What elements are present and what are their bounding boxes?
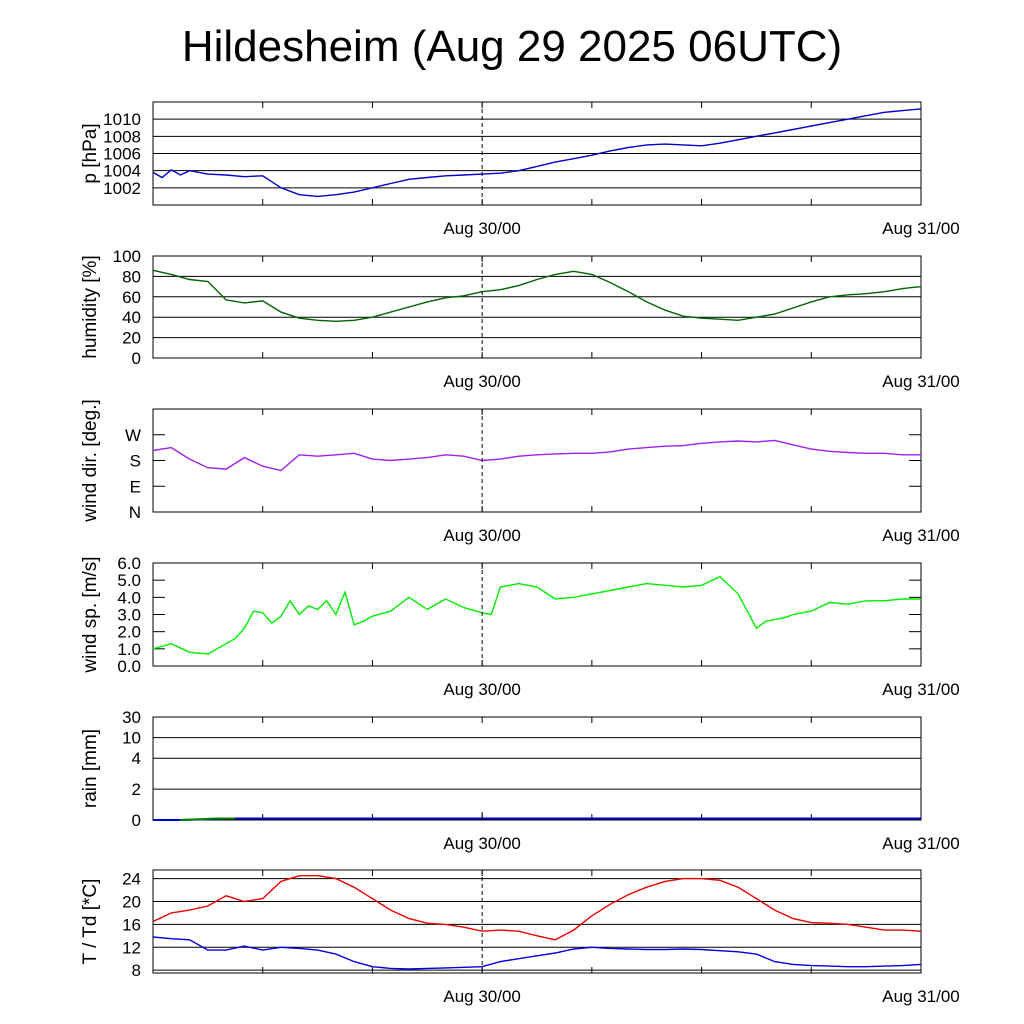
y-tick-label: E	[130, 477, 141, 496]
y-tick-label: 4.0	[117, 588, 141, 607]
y-axis-label: p [hPa]	[80, 123, 101, 183]
y-axis-label: wind sp. [m/s]	[80, 556, 101, 673]
data-series-line	[152, 575, 921, 655]
y-tick-label: 1.0	[117, 640, 141, 659]
y-tick-label: 0	[132, 349, 141, 368]
y-axis-label: T / Td [*C]	[80, 879, 101, 965]
data-series-line	[152, 439, 921, 472]
data-series-line	[152, 108, 922, 198]
y-tick-label: 10	[122, 729, 141, 748]
x-tick-label: Aug 31/00	[882, 372, 960, 391]
y-tick-label: W	[125, 426, 141, 445]
x-tick-label: Aug 30/00	[443, 834, 521, 853]
y-tick-label: 12	[122, 938, 141, 957]
y-tick-label: 24	[122, 870, 141, 889]
y-tick-label: 3.0	[117, 606, 141, 625]
x-tick-label: Aug 31/00	[882, 987, 960, 1006]
x-tick-label: Aug 31/00	[882, 219, 960, 238]
y-tick-label: 1004	[103, 162, 141, 181]
x-tick-label: Aug 31/00	[882, 834, 960, 853]
y-axis-label: humidity [%]	[80, 255, 101, 358]
y-tick-label: 1006	[103, 145, 141, 164]
y-tick-label: 60	[122, 288, 141, 307]
y-tick-label: 16	[122, 915, 141, 934]
y-tick-label: 20	[122, 892, 141, 911]
plot-frame	[152, 562, 922, 667]
data-series-line	[152, 875, 922, 941]
y-tick-label: 6.0	[117, 554, 141, 573]
data-series-line	[152, 269, 922, 323]
y-axis-label: rain [mm]	[80, 729, 101, 808]
data-series-line	[180, 817, 236, 821]
x-tick-label: Aug 30/00	[443, 526, 521, 545]
plot-frame	[152, 255, 922, 359]
x-tick-label: Aug 30/00	[443, 987, 521, 1006]
x-tick-label: Aug 31/00	[882, 526, 960, 545]
y-tick-label: N	[129, 503, 141, 522]
chart-title: Hildesheim (Aug 29 2025 06UTC)	[181, 22, 843, 71]
x-tick-label: Aug 30/00	[443, 680, 521, 699]
y-tick-label: 80	[122, 267, 141, 286]
y-tick-label: 20	[122, 329, 141, 348]
plot-frame	[152, 408, 922, 513]
y-axis-label: wind dir. [deg.]	[80, 399, 101, 523]
y-tick-label: 2.0	[117, 623, 141, 642]
y-tick-label: 1008	[103, 127, 141, 146]
y-tick-label: 0	[132, 811, 141, 830]
y-tick-label: 5.0	[117, 571, 141, 590]
y-tick-label: 30	[122, 708, 141, 727]
y-tick-label: 2	[132, 780, 141, 799]
x-tick-label: Aug 31/00	[882, 680, 960, 699]
y-tick-label: 8	[132, 961, 141, 980]
y-tick-label: 1010	[103, 110, 141, 129]
y-tick-label: 40	[122, 308, 141, 327]
y-tick-label: S	[130, 452, 141, 471]
data-series-line	[152, 936, 922, 970]
x-tick-label: Aug 30/00	[443, 219, 521, 238]
x-tick-label: Aug 30/00	[443, 372, 521, 391]
y-tick-label: 0.0	[117, 657, 141, 676]
y-tick-label: 1002	[103, 179, 141, 198]
plot-frame	[152, 716, 922, 821]
y-tick-label: 100	[113, 247, 141, 266]
y-tick-label: 4	[132, 749, 141, 768]
